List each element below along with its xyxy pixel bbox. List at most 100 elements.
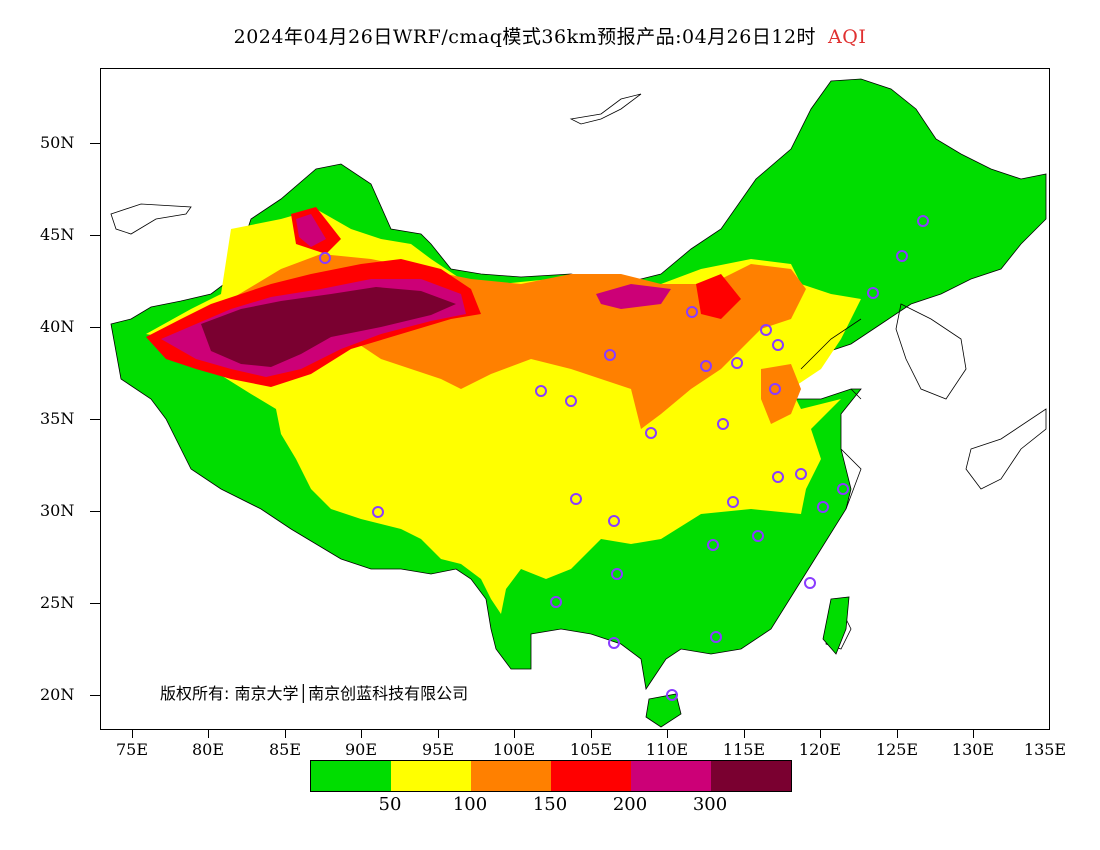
city-marker	[611, 568, 623, 580]
city-marker	[710, 631, 722, 643]
map-title: 2024年04月26日WRF/cmaq模式36km预报产品:04月26日12时 A…	[0, 22, 1100, 49]
aqi-map	[100, 68, 1050, 730]
lon-tick	[897, 730, 898, 738]
lon-label-105e: 105E	[569, 740, 613, 759]
legend-swatch	[471, 761, 551, 791]
city-marker	[604, 349, 616, 361]
lat-tick	[90, 327, 100, 328]
lat-label-40n: 40N	[40, 317, 75, 336]
aqi-zone-200-inner	[696, 274, 741, 319]
lon-label-95e: 95E	[421, 740, 455, 759]
lon-tick	[820, 730, 821, 738]
lat-tick	[90, 419, 100, 420]
lon-label-135e: 135E	[1023, 740, 1067, 759]
lon-tick	[361, 730, 362, 738]
neighbor-outline	[110, 93, 642, 235]
city-marker	[707, 539, 719, 551]
city-marker	[752, 530, 764, 542]
legend-swatch	[631, 761, 711, 791]
lon-tick	[514, 730, 515, 738]
city-marker	[727, 496, 739, 508]
lon-tick	[285, 730, 286, 738]
city-marker	[837, 483, 849, 495]
city-marker	[867, 287, 879, 299]
coastline	[800, 318, 862, 650]
title-variable: AQI	[828, 26, 867, 48]
lon-label-75e: 75E	[115, 740, 149, 759]
aqi-zone-150-east	[761, 364, 801, 424]
city-marker	[570, 493, 582, 505]
lat-tick	[90, 695, 100, 696]
city-marker	[550, 596, 562, 608]
lon-label-85e: 85E	[268, 740, 302, 759]
city-marker	[565, 395, 577, 407]
city-marker	[731, 357, 743, 369]
taiwan-island	[822, 596, 850, 655]
lon-tick	[667, 730, 668, 738]
lon-tick	[208, 730, 209, 738]
title-main: 2024年04月26日WRF/cmaq模式36km预报产品:04月26日12时	[233, 26, 817, 48]
lon-label-80e: 80E	[191, 740, 225, 759]
lat-label-30n: 30N	[40, 501, 75, 520]
japan-outline	[965, 408, 1047, 490]
legend-swatch	[551, 761, 631, 791]
lon-tick	[132, 730, 133, 738]
lon-label-120e: 120E	[798, 740, 842, 759]
lon-tick	[744, 730, 745, 738]
lat-tick	[90, 511, 100, 512]
city-marker	[717, 418, 729, 430]
city-marker	[319, 252, 331, 264]
lat-tick	[90, 603, 100, 604]
city-marker	[666, 689, 678, 701]
lon-label-130e: 130E	[951, 740, 995, 759]
lat-label-50n: 50N	[40, 133, 75, 152]
aqi-zone-300-east	[596, 284, 671, 309]
lon-tick	[973, 730, 974, 738]
city-marker	[608, 637, 620, 649]
lon-label-125e: 125E	[875, 740, 919, 759]
aqi-zone-300-plus	[201, 287, 456, 367]
lon-label-115e: 115E	[722, 740, 766, 759]
legend-swatch	[391, 761, 471, 791]
aqi-legend	[310, 760, 792, 792]
city-marker	[608, 515, 620, 527]
legend-label-200: 200	[612, 794, 648, 815]
city-marker	[769, 383, 781, 395]
legend-swatch	[711, 761, 791, 791]
lat-label-20n: 20N	[40, 685, 75, 704]
city-marker	[760, 324, 772, 336]
lat-label-35n: 35N	[40, 409, 75, 428]
lon-tick	[438, 730, 439, 738]
city-marker	[917, 215, 929, 227]
city-marker	[372, 506, 384, 518]
legend-label-150: 150	[532, 794, 568, 815]
city-marker	[700, 360, 712, 372]
city-markers	[319, 215, 929, 701]
lon-tick	[591, 730, 592, 738]
lat-label-25n: 25N	[40, 593, 75, 612]
city-marker	[795, 468, 807, 480]
aqi-zone-300-north	[296, 214, 326, 247]
city-marker	[772, 471, 784, 483]
lat-tick	[90, 143, 100, 144]
city-marker	[817, 501, 829, 513]
lon-label-90e: 90E	[344, 740, 378, 759]
city-marker	[772, 339, 784, 351]
aqi-map-canvas	[110, 78, 1047, 728]
korea-outline	[895, 303, 967, 400]
legend-swatch	[311, 761, 391, 791]
city-marker	[804, 577, 816, 589]
city-marker	[896, 250, 908, 262]
city-marker	[645, 427, 657, 439]
legend-label-50: 50	[378, 794, 402, 815]
lon-label-100e: 100E	[492, 740, 536, 759]
legend-label-300: 300	[692, 794, 728, 815]
city-marker	[535, 385, 547, 397]
hainan-island	[645, 693, 682, 728]
legend-label-100: 100	[452, 794, 488, 815]
city-marker	[686, 306, 698, 318]
copyright-notice: 版权所有: 南京大学│南京创蓝科技有限公司	[160, 684, 469, 703]
lat-label-45n: 45N	[40, 225, 75, 244]
lat-tick	[90, 235, 100, 236]
lon-label-110e: 110E	[645, 740, 689, 759]
